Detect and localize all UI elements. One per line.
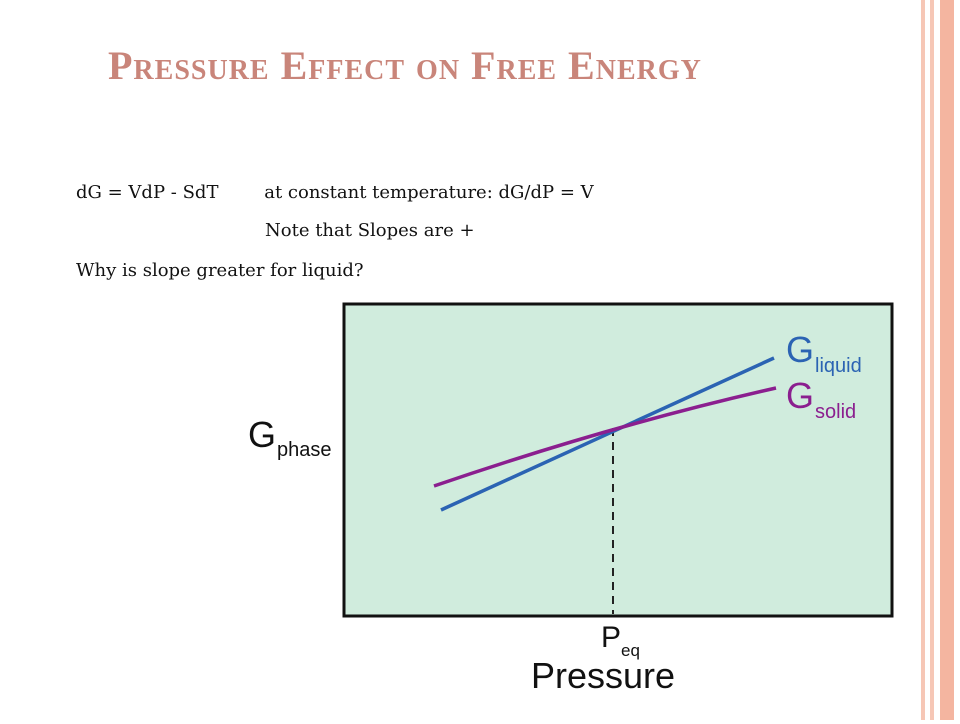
solid-curve bbox=[433, 386, 777, 488]
y-axis-label: Gphase bbox=[248, 414, 332, 461]
solid-label-sub: solid bbox=[815, 401, 856, 423]
solid-label: Gsolid bbox=[786, 375, 856, 423]
question-line: Why is slope greater for liquid? bbox=[76, 260, 364, 281]
liquid-label: Gliquid bbox=[786, 329, 862, 377]
liquid-line bbox=[440, 356, 775, 512]
liquid-label-sub: liquid bbox=[815, 355, 862, 377]
slide-title: Pressure Effect on Free Energy bbox=[108, 43, 702, 88]
slide-border-decoration bbox=[918, 0, 960, 720]
plot-panel bbox=[342, 302, 894, 618]
x-axis-label: Pressure bbox=[531, 655, 675, 696]
equilibrium-label-main: P bbox=[601, 621, 621, 654]
solid-label-main: G bbox=[786, 375, 814, 416]
liquid-label-main: G bbox=[786, 329, 814, 370]
slope-note: Note that Slopes are + bbox=[265, 220, 475, 241]
equation-line: dG = VdP - SdT at constant temperature: … bbox=[76, 182, 594, 203]
y-axis-label-sub: phase bbox=[277, 439, 332, 461]
equilibrium-label-sub: eq bbox=[621, 641, 640, 660]
equilibrium-label: Peq bbox=[601, 621, 640, 660]
y-axis-label-main: G bbox=[248, 414, 276, 455]
